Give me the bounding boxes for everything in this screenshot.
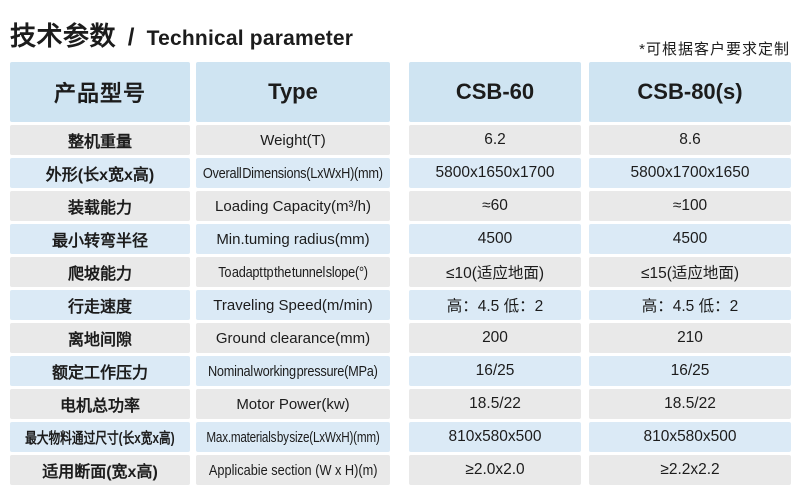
page-title-en: Technical parameter (146, 27, 354, 50)
header-csb-60: CSB-60 (409, 62, 581, 122)
row-label-en: Traveling Speed(m/min) (196, 290, 390, 320)
row-label-zh: 最大物料通过尺寸(长x宽x高) (10, 422, 190, 452)
row-label-en: To adapt tp the tunnel slope(°) (196, 257, 390, 287)
table-row-weight: 整机重量 Weight(T) 6.2 8.6 (10, 125, 791, 155)
row-label-en: Weight(T) (196, 125, 390, 155)
value-csb60: ≤10(适应地面) (409, 257, 581, 287)
value-csb60: 18.5/22 (409, 389, 581, 419)
row-label-en: Nominal working pressure(MPa) (196, 356, 390, 386)
row-label-zh: 整机重量 (10, 125, 190, 155)
value-csb80: 810x580x500 (589, 422, 791, 452)
value-csb60: 16/25 (409, 356, 581, 386)
value-csb60: ≈60 (409, 191, 581, 221)
value-csb80: ≈100 (589, 191, 791, 221)
row-label-en: Max.materials by size(LxWxH)(mm) (196, 422, 390, 452)
row-label-en: Motor Power(kw) (196, 389, 390, 419)
row-label-zh: 电机总功率 (10, 389, 190, 419)
value-csb80: 高：4.5 低：2 (589, 290, 791, 320)
header-product-model: 产品型号 (10, 62, 190, 122)
page-title: 技术参数 / Technical parameter (10, 16, 353, 53)
table-row-overall-dimensions: 外形(长x宽x高) Overall Dimensions(LxWxH)(mm) … (10, 158, 791, 188)
value-csb80: ≥2.2x2.2 (589, 455, 791, 485)
table-row-min-turning-radius: 最小转弯半径 Min.tuming radius(mm) 4500 4500 (10, 224, 791, 254)
customization-note: *可根据客户要求定制 (639, 41, 790, 58)
row-label-zh: 行走速度 (10, 290, 190, 320)
value-csb60: 5800x1650x1700 (409, 158, 581, 188)
table-row-max-material-size: 最大物料通过尺寸(长x宽x高) Max.materials by size(Lx… (10, 422, 791, 452)
row-label-zh: 额定工作压力 (10, 356, 190, 386)
header-csb-80s: CSB-80(s) (589, 62, 791, 122)
parameter-table: 产品型号 Type CSB-60 CSB-80(s) 整机重量 Weight(T… (10, 62, 791, 488)
table-row-working-pressure: 额定工作压力 Nominal working pressure(MPa) 16/… (10, 356, 791, 386)
value-csb60: 6.2 (409, 125, 581, 155)
row-label-zh: 离地间隙 (10, 323, 190, 353)
row-label-en: Loading Capacity(m³/h) (196, 191, 390, 221)
table-row-applicable-section: 适用断面(宽x高) Applicabie section (W x H)(m) … (10, 455, 791, 485)
value-csb60: 4500 (409, 224, 581, 254)
value-csb80: ≤15(适应地面) (589, 257, 791, 287)
title-divider: / (127, 24, 135, 51)
value-csb80: 210 (589, 323, 791, 353)
row-label-zh: 最小转弯半径 (10, 224, 190, 254)
table-row-ground-clearance: 离地间隙 Ground clearance(mm) 200 210 (10, 323, 791, 353)
value-csb80: 18.5/22 (589, 389, 791, 419)
row-label-en: Applicabie section (W x H)(m) (196, 455, 390, 485)
row-label-zh: 适用断面(宽x高) (10, 455, 190, 485)
value-csb60: 810x580x500 (409, 422, 581, 452)
value-csb80: 16/25 (589, 356, 791, 386)
row-label-zh: 装载能力 (10, 191, 190, 221)
table-row-traveling-speed: 行走速度 Traveling Speed(m/min) 高：4.5 低：2 高：… (10, 290, 791, 320)
value-csb80: 4500 (589, 224, 791, 254)
table-row-loading-capacity: 装载能力 Loading Capacity(m³/h) ≈60 ≈100 (10, 191, 791, 221)
value-csb80: 8.6 (589, 125, 791, 155)
value-csb60: ≥2.0x2.0 (409, 455, 581, 485)
row-label-en: Ground clearance(mm) (196, 323, 390, 353)
row-label-en: Overall Dimensions(LxWxH)(mm) (196, 158, 390, 188)
row-label-zh: 爬坡能力 (10, 257, 190, 287)
value-csb80: 5800x1700x1650 (589, 158, 791, 188)
value-csb60: 高：4.5 低：2 (409, 290, 581, 320)
row-label-zh: 外形(长x宽x高) (10, 158, 190, 188)
table-row-tunnel-slope: 爬坡能力 To adapt tp the tunnel slope(°) ≤10… (10, 257, 791, 287)
header-type: Type (196, 62, 390, 122)
value-csb60: 200 (409, 323, 581, 353)
table-header-row: 产品型号 Type CSB-60 CSB-80(s) (10, 62, 791, 122)
row-label-en: Min.tuming radius(mm) (196, 224, 390, 254)
page-title-zh: 技术参数 (10, 21, 117, 51)
table-row-motor-power: 电机总功率 Motor Power(kw) 18.5/22 18.5/22 (10, 389, 791, 419)
